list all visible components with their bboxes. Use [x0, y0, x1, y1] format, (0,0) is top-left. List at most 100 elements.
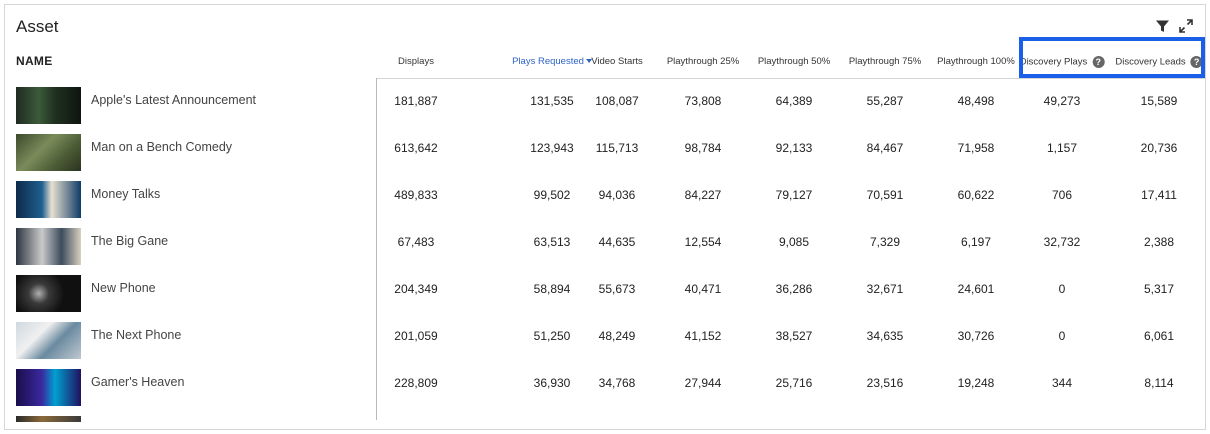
table-cell: 17,411 [1141, 188, 1177, 202]
video-thumbnail[interactable] [16, 275, 81, 312]
column-header-label: Playthrough 50% [757, 56, 831, 67]
name-column-divider [376, 78, 377, 420]
column-header-playthrough-25[interactable]: Playthrough 25% [667, 56, 739, 67]
asset-name[interactable]: New Phone [91, 281, 156, 295]
table-cell: 5,317 [1143, 282, 1175, 296]
table-cell: 489,833 [394, 188, 438, 202]
column-header-playthrough-100[interactable]: Playthrough 100% [937, 56, 1015, 67]
table-cell: 27,944 [684, 376, 722, 390]
table-cell: 108,087 [595, 94, 639, 108]
table-row[interactable]: Money Talks 489,833 99,502 94,036 84,227 79,1… [5, 177, 1205, 224]
table-row[interactable]: Gamer's Heaven 228,809 36,930 34,768 27,944 2… [5, 365, 1205, 412]
asset-name[interactable]: Gamer's Heaven [91, 375, 185, 389]
video-thumbnail[interactable] [16, 369, 81, 406]
column-header-label: Displays [398, 56, 434, 67]
video-thumbnail[interactable] [16, 181, 81, 218]
table-cell: 228,809 [394, 376, 438, 390]
table-cell: 201,059 [394, 329, 438, 343]
table-cell: 344 [1051, 376, 1073, 390]
table-cell: 34,768 [598, 376, 636, 390]
table-cell: 24,601 [957, 282, 995, 296]
table-cell: 84,227 [684, 188, 722, 202]
column-header-displays[interactable]: Displays [398, 56, 434, 67]
table-cell: 98,784 [684, 141, 722, 155]
table-row[interactable]: New Phone 204,349 58,894 55,673 40,471 36,286… [5, 271, 1205, 318]
expand-icon[interactable] [1177, 17, 1195, 35]
table-cell: 48,498 [957, 94, 995, 108]
table-cell: 58,894 [533, 282, 571, 296]
video-thumbnail[interactable] [16, 228, 81, 265]
table-cell: 6,061 [1143, 329, 1175, 343]
table-cell: 8,114 [1144, 376, 1174, 390]
table-cell: 60,622 [957, 188, 995, 202]
help-icon[interactable]: ? [1092, 56, 1105, 68]
table-cell: 181,887 [394, 94, 438, 108]
column-header-playthrough-75[interactable]: Playthrough 75% [849, 56, 921, 67]
asset-panel: Asset NAME Displays Plays Requested Video … [4, 4, 1206, 430]
discovery-columns-highlight [1019, 37, 1205, 78]
header-divider [376, 78, 1205, 79]
table-cell: 706 [1051, 188, 1073, 202]
asset-name[interactable]: Apple's Latest Announcement [91, 93, 257, 107]
table-cell: 51,250 [533, 329, 571, 343]
table-cell: 123,943 [530, 141, 574, 155]
table-cell: 84,467 [866, 141, 904, 155]
table-cell: 25,716 [775, 376, 813, 390]
table-cell: 40,471 [684, 282, 722, 296]
table-cell: 1,157 [1046, 141, 1078, 155]
asset-name[interactable]: Money Talks [91, 187, 161, 201]
table-cell: 34,635 [866, 329, 904, 343]
table-cell: 99,502 [533, 188, 571, 202]
table-cell: 20,736 [1140, 141, 1178, 155]
table-cell: 71,958 [957, 141, 995, 155]
table-cell: 32,732 [1043, 235, 1081, 249]
table-cell: 79,127 [775, 188, 813, 202]
table-row[interactable]: The Big Gane 67,483 63,513 44,635 12,554 9,08… [5, 224, 1205, 271]
table-cell: 2,388 [1143, 235, 1175, 249]
table-cell: 32,671 [866, 282, 904, 296]
video-thumbnail[interactable] [16, 87, 81, 124]
table-cell: 73,808 [684, 94, 722, 108]
table-row[interactable]: Man on a Bench Comedy 613,642 123,943 115,7… [5, 130, 1205, 177]
column-header-label: Playthrough 75% [848, 56, 922, 67]
funnel-icon[interactable] [1153, 17, 1171, 35]
column-header-playthrough-50[interactable]: Playthrough 50% [758, 56, 830, 67]
table-cell: 12,554 [684, 235, 722, 249]
column-header-label: Plays Requested [512, 56, 584, 67]
table-cell: 41,152 [684, 329, 722, 343]
table-cell: 63,513 [533, 235, 571, 249]
table-cell: 36,930 [533, 376, 571, 390]
panel-tools [1153, 17, 1195, 35]
table-row[interactable]: The Next Phone 201,059 51,250 48,249 41,152 3… [5, 318, 1205, 365]
help-icon[interactable]: ? [1190, 56, 1203, 68]
column-header-discovery-plays[interactable]: Discovery Plays? [1020, 56, 1105, 68]
column-header-label: Playthrough 25% [666, 56, 740, 67]
table-cell: 6,197 [960, 235, 992, 249]
table-cell: 0 [1058, 329, 1066, 343]
column-header-label: Discovery Leads [1115, 56, 1186, 68]
column-header-discovery-leads[interactable]: Discovery Leads? [1115, 56, 1203, 68]
table-cell: 38,527 [775, 329, 813, 343]
table-cell: 49,273 [1043, 94, 1081, 108]
table-cell: 7,329 [869, 235, 901, 249]
table-cell: 613,642 [394, 141, 438, 155]
table-cell: 23,516 [866, 376, 904, 390]
sort-descending-icon [585, 59, 592, 64]
table-cell: 64,389 [775, 94, 813, 108]
video-thumbnail[interactable] [16, 322, 81, 359]
asset-name[interactable]: The Big Gane [91, 234, 169, 248]
table-cell: 94,036 [598, 188, 636, 202]
table-cell: 9,085 [778, 235, 810, 249]
table-cell: 30,726 [957, 329, 995, 343]
video-thumbnail[interactable] [16, 134, 81, 171]
column-header-plays-requested[interactable]: Plays Requested [512, 56, 592, 67]
column-header-video-starts[interactable]: Video Starts [591, 56, 643, 67]
table-cell: 36,286 [775, 282, 813, 296]
asset-name[interactable]: Man on a Bench Comedy [91, 140, 233, 154]
asset-name[interactable]: The Next Phone [91, 328, 182, 342]
column-header-label: Playthrough 100% [937, 56, 1015, 67]
table-cell: 204,349 [394, 282, 438, 296]
table-row[interactable]: Apple's Latest Announcement 181,887 131,53… [5, 83, 1205, 130]
column-header-label: Discovery Plays [1019, 56, 1088, 68]
name-column-header[interactable]: NAME [16, 54, 53, 68]
